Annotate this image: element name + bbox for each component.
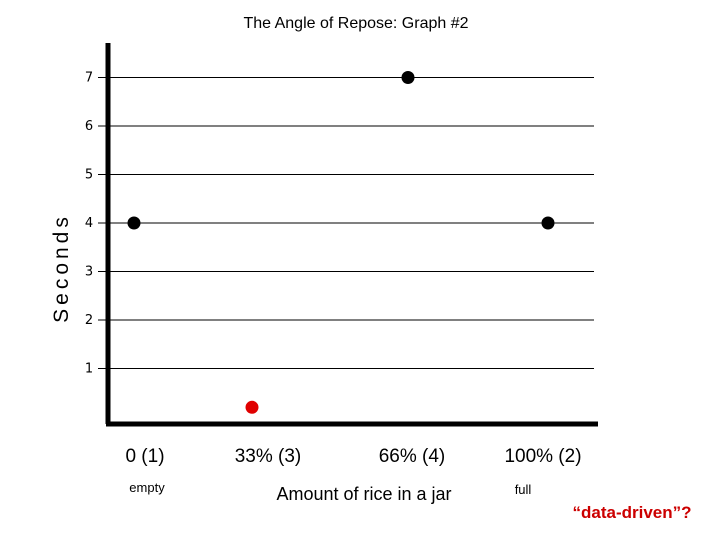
x-tick-labels: 0 (1) 33% (3) 66% (4) 100% (2) [125, 446, 581, 467]
data-points [127, 71, 555, 414]
x-tick-label: 33% (3) [235, 446, 302, 467]
y-tick-label: 5 [85, 168, 93, 183]
x-tick-label: 66% (4) [379, 446, 446, 467]
x-axis-label: Amount of rice in a jar [276, 484, 451, 504]
data-point [541, 216, 555, 230]
y-tick-label: 7 [85, 71, 93, 86]
data-point [245, 400, 259, 414]
y-tick-label: 3 [85, 265, 93, 280]
data-point [127, 216, 141, 230]
data-point [401, 71, 415, 84]
gridlines [98, 77, 594, 369]
data-driven-annotation: “data-driven”? [572, 503, 691, 522]
y-tick-label: 6 [85, 119, 93, 134]
y-tick-label: 1 [85, 362, 93, 377]
y-axis-label: Seconds [50, 213, 73, 323]
y-tick-labels: 1 2 3 4 5 6 7 [85, 71, 93, 377]
empty-label: empty [129, 480, 165, 495]
y-tick-label: 2 [85, 313, 93, 328]
x-tick-label: 100% (2) [504, 446, 581, 467]
y-tick-label: 4 [85, 216, 93, 231]
x-tick-label: 0 (1) [125, 446, 164, 467]
full-label: full [515, 482, 532, 497]
chart-title: The Angle of Repose: Graph #2 [243, 15, 468, 32]
